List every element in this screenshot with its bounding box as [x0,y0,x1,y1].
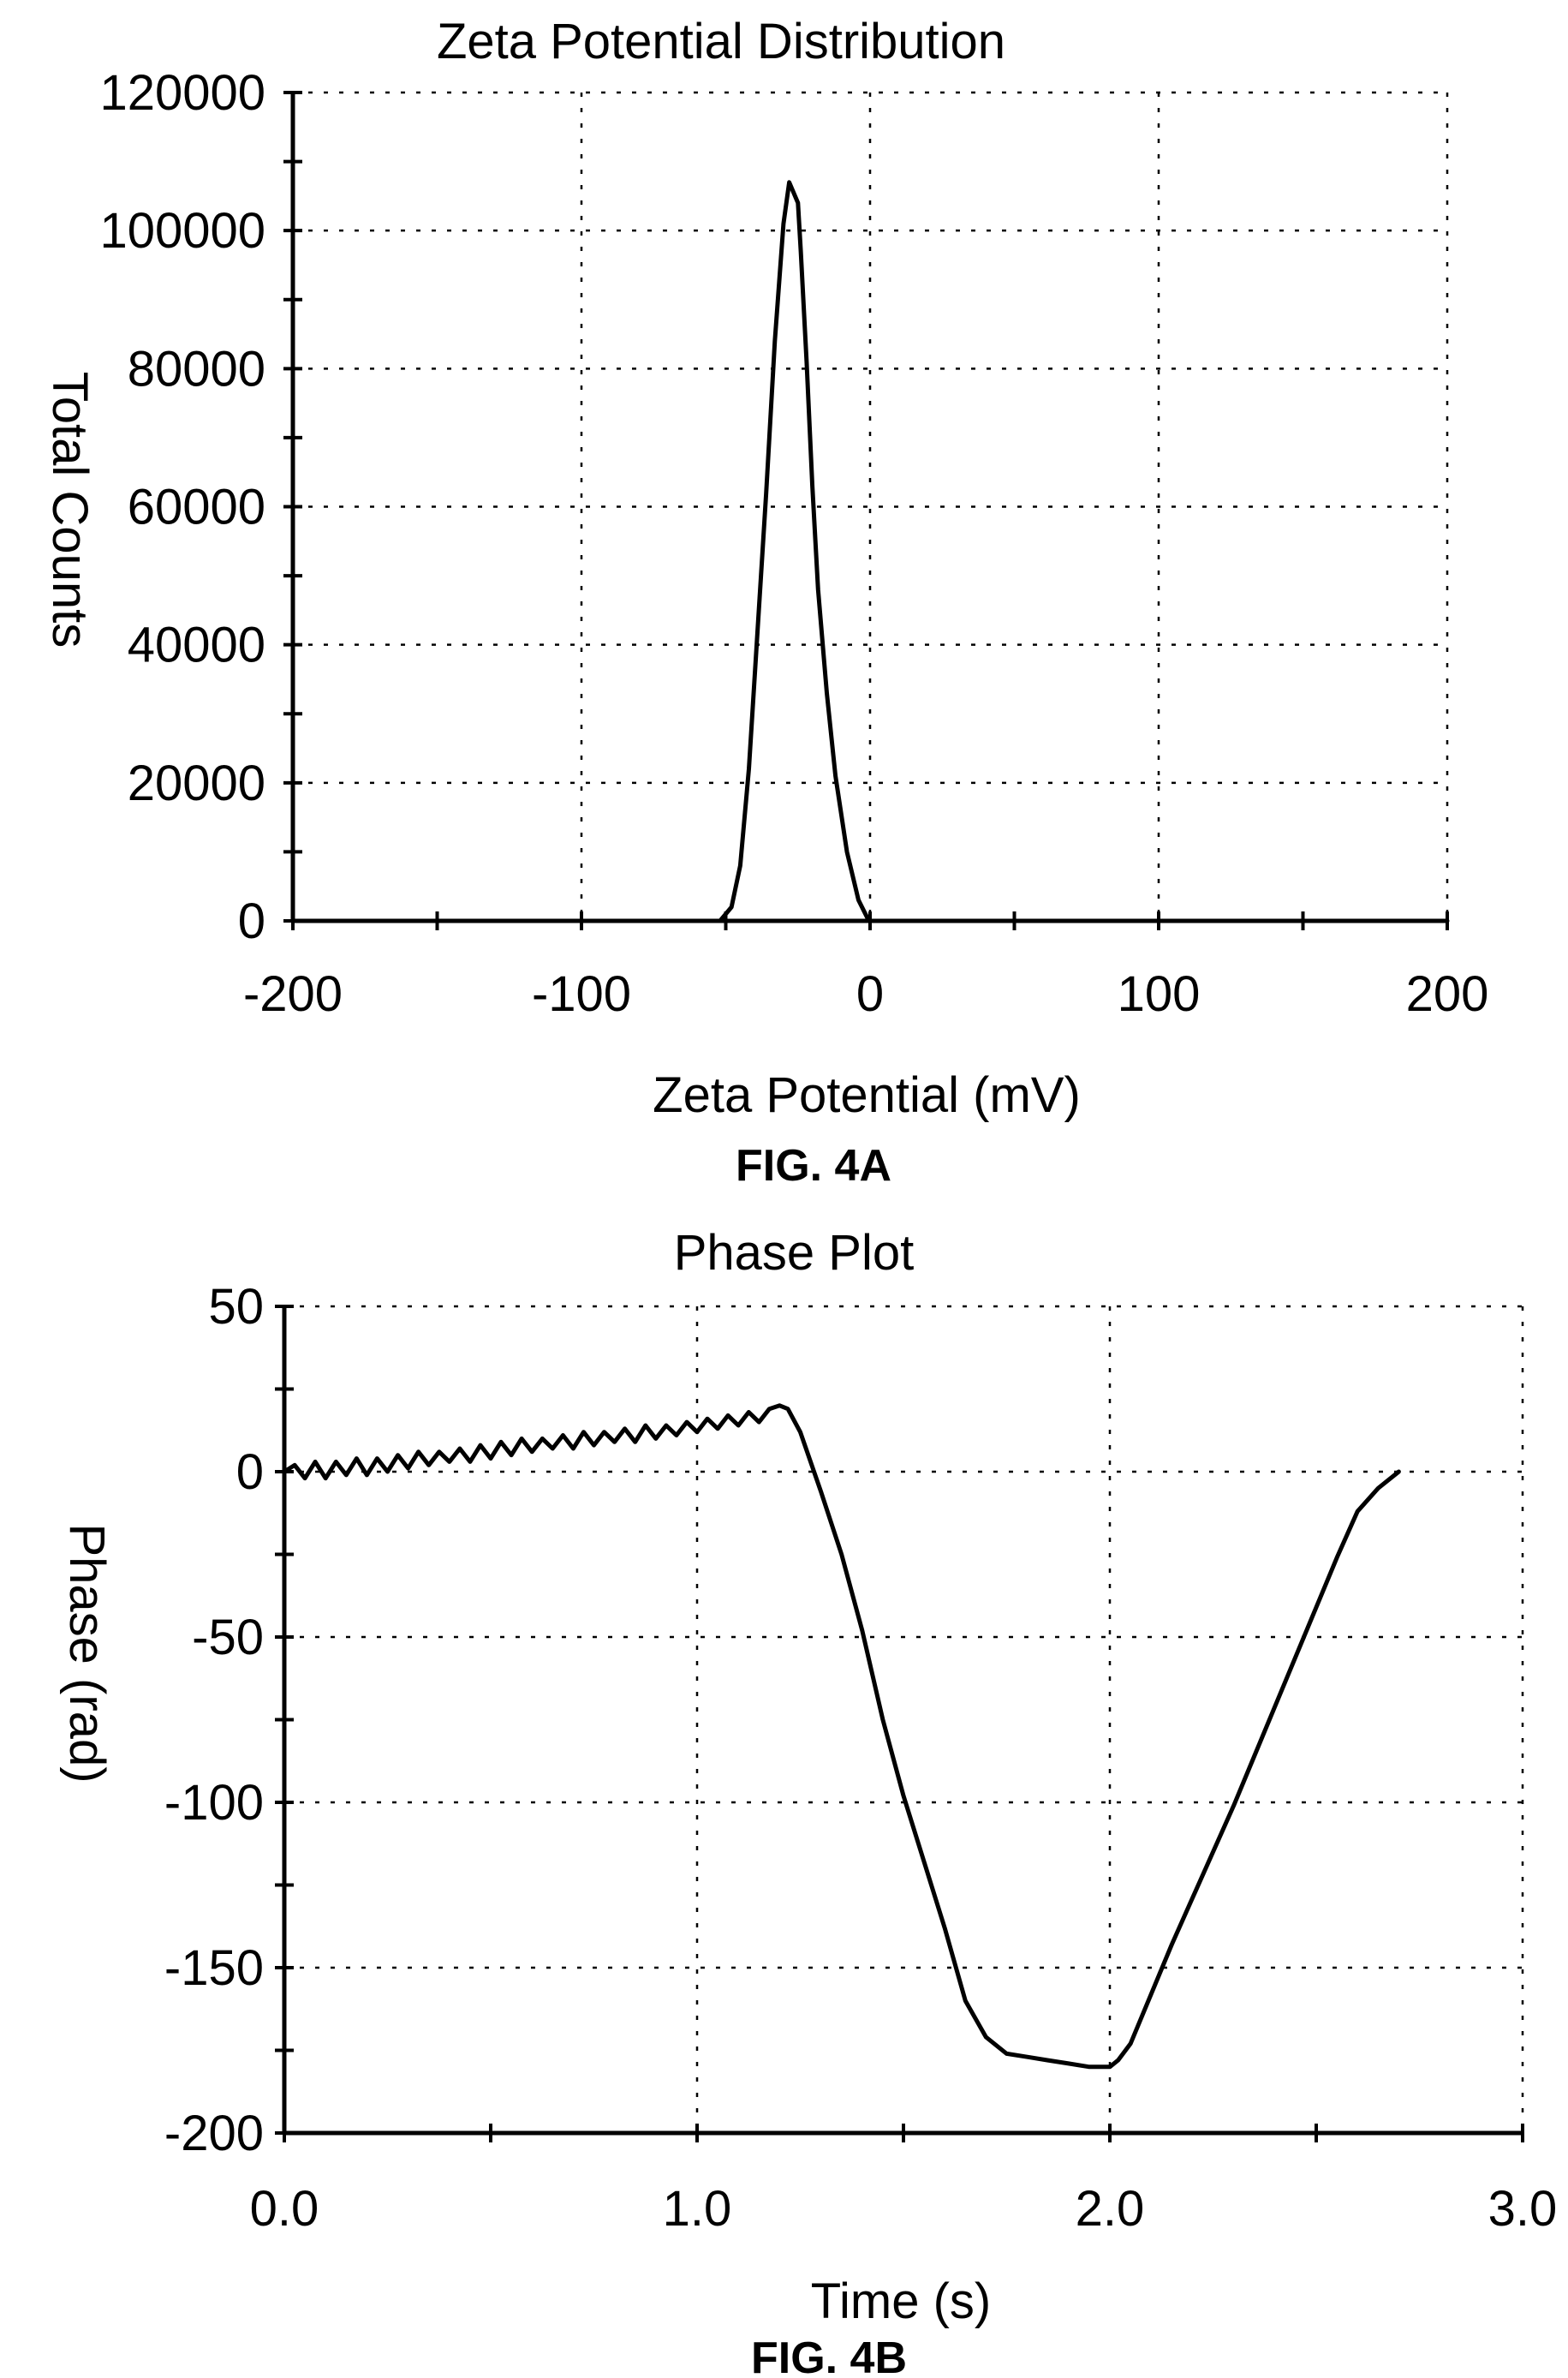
chart-b-y-tick-label: -50 [192,1610,264,1665]
chart-a-x-tick-label: -200 [243,966,343,1022]
chart-a-y-tick-label: 0 [238,893,265,949]
chart-b-axes [275,1305,1524,2142]
chart-b-x-axis-label: Time (s) [811,2273,991,2329]
chart-b-series-line [282,1403,1401,2070]
chart-a-series-line [290,180,1450,923]
chart-a-tick-labels: -200 -100 0 100 200 0 20000 40000 60000 80000 1000… [99,65,1488,1022]
chart-a-x-tick-label: 100 [1118,966,1201,1022]
chart-a-y-tick-label: 100000 [99,203,265,259]
chart-b-y-axis-label: Phase (rad) [59,1523,115,1783]
chart-a-x-tick-label: 200 [1406,966,1489,1022]
chart-a-series [290,180,1450,923]
chart-a-y-tick-label: 40000 [128,618,265,673]
chart-zeta-distribution: -200 -100 0 100 200 0 20000 40000 60000 80000 1000… [42,14,1488,1191]
chart-b-y-tick-label: -150 [164,1940,264,1996]
chart-b-tick-labels: 0.0 1.0 2.0 3.0 -200 -150 -100 -50 0 50 [164,1279,1557,2237]
chart-b-x-tick-label: 0.0 [250,2181,319,2237]
chart-a-x-axis-label: Zeta Potential (mV) [653,1067,1081,1123]
chart-b-y-tick-label: -200 [164,2106,264,2161]
chart-b-y-tick-label: -100 [164,1775,264,1831]
chart-b-caption: FIG. 4B [751,2333,907,2378]
chart-a-y-tick-label: 120000 [99,65,265,121]
chart-a-title: Zeta Potential Distribution [437,14,1005,69]
chart-b-y-tick-label: 0 [236,1444,264,1500]
chart-b-x-tick-label: 2.0 [1076,2181,1145,2237]
chart-b-y-tick-label: 50 [208,1279,264,1335]
chart-b-gridlines [284,1305,1524,2133]
chart-phase-plot: 0.0 1.0 2.0 3.0 -200 -150 -100 -50 0 50 Phase Plo… [59,1225,1557,2378]
chart-b-series [282,1403,1401,2070]
chart-a-y-axis-label: Total Counts [42,372,98,648]
chart-b-x-tick-label: 3.0 [1488,2181,1558,2237]
chart-a-y-tick-label: 60000 [128,480,265,535]
chart-a-x-tick-label: -100 [532,966,631,1022]
chart-a-x-tick-label: 0 [856,966,884,1022]
chart-a-caption: FIG. 4A [736,1141,891,1191]
chart-b-x-tick-label: 1.0 [663,2181,732,2237]
chart-a-gridlines [293,91,1449,921]
chart-b-title: Phase Plot [674,1225,915,1281]
chart-a-y-tick-label: 80000 [128,341,265,397]
chart-a-axes [283,91,1449,930]
chart-a-y-tick-label: 20000 [128,756,265,811]
